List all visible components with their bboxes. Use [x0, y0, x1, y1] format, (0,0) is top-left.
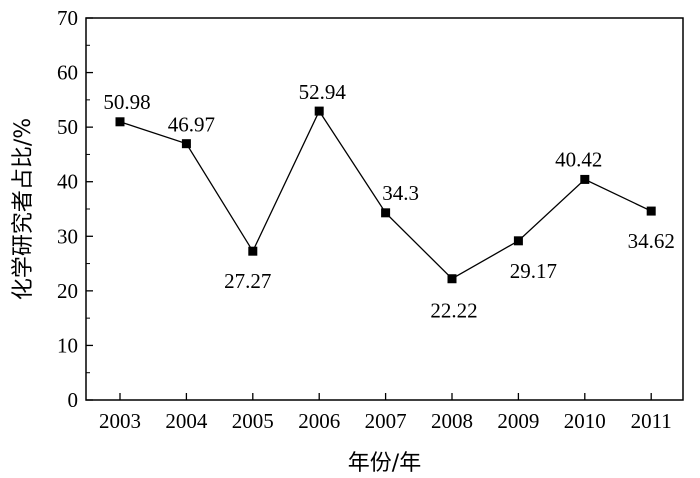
data-point — [181, 139, 191, 149]
data-point — [513, 236, 523, 246]
y-tick-label: 50 — [57, 115, 78, 139]
x-axis-title: 年份/年 — [348, 451, 421, 476]
x-tick-label: 2009 — [497, 409, 539, 433]
data-label: 50.98 — [103, 90, 150, 114]
data-point — [447, 274, 457, 284]
y-tick-label: 20 — [57, 279, 78, 303]
data-point — [381, 208, 391, 218]
y-tick-label: 70 — [57, 6, 78, 30]
x-axis-ticks: 2003 2004 2005 2006 2007 2008 2009 2010 2011 — [99, 393, 672, 433]
data-point — [248, 246, 258, 256]
x-tick-label: 2007 — [365, 409, 407, 433]
data-point — [314, 106, 324, 116]
y-tick-label: 10 — [57, 333, 78, 357]
x-tick-label: 2010 — [564, 409, 606, 433]
data-point — [646, 206, 656, 216]
data-label: 40.42 — [555, 147, 602, 171]
data-label: 27.27 — [224, 269, 271, 293]
x-tick-label: 2003 — [99, 409, 141, 433]
x-tick-label: 2006 — [298, 409, 340, 433]
y-tick-label: 0 — [68, 388, 79, 412]
data-label: 46.97 — [168, 113, 215, 137]
x-tick-label: 2004 — [165, 409, 208, 433]
data-label: 29.17 — [510, 259, 557, 283]
data-label: 22.22 — [430, 299, 477, 323]
data-point — [115, 117, 125, 127]
y-axis-ticks: 0 10 20 30 40 50 60 70 — [57, 6, 93, 412]
y-tick-label: 30 — [57, 224, 78, 248]
data-label: 34.62 — [628, 229, 675, 253]
y-axis-title: 化学研究者占比/% — [11, 118, 36, 300]
y-tick-label: 40 — [57, 170, 78, 194]
data-point — [580, 174, 590, 184]
x-tick-label: 2008 — [431, 409, 473, 433]
x-tick-label: 2011 — [631, 409, 672, 433]
data-label: 52.94 — [299, 80, 347, 104]
data-labels: 50.98 46.97 27.27 52.94 34.3 22.22 29.17 40.42 3… — [103, 80, 674, 323]
data-markers — [115, 106, 656, 284]
y-tick-label: 60 — [57, 61, 78, 85]
data-label: 34.3 — [382, 181, 419, 205]
x-tick-label: 2005 — [232, 409, 274, 433]
